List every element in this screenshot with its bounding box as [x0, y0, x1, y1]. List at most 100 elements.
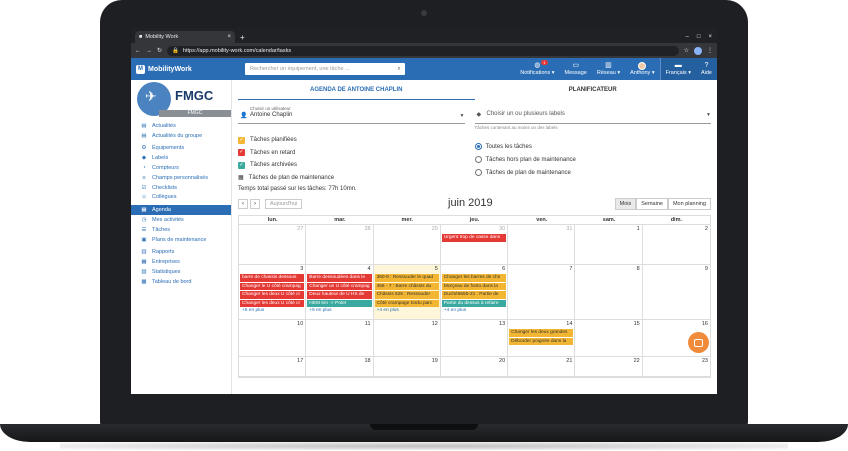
calendar-day[interactable]: 7 — [508, 265, 576, 319]
calendar-day[interactable]: 10 — [239, 320, 307, 356]
calendar-event[interactable]: 360-9 : Ressouder le quad — [374, 274, 439, 282]
task-checkbox[interactable]: ✓ Tâches archivées — [238, 159, 475, 172]
help-button[interactable]: ? Aide — [695, 58, 717, 80]
url-field[interactable]: 🔒 https://app.mobility-work.com/calendar… — [167, 45, 679, 56]
sidebar-item[interactable]: ▦ Agenda — [131, 205, 231, 216]
calendar-day[interactable]: 16 — [643, 320, 710, 356]
sidebar-item[interactable]: ▣ Plans de maintenance — [131, 235, 231, 245]
task-type-radio[interactable]: Tâches de plan de maintenance — [474, 166, 712, 179]
maximize-icon[interactable]: □ — [696, 34, 701, 40]
prev-month-button[interactable]: ‹ — [238, 199, 248, 209]
brand[interactable]: M MobilityWork — [131, 64, 232, 74]
sidebar-item[interactable]: ◆ Labels — [131, 153, 231, 163]
labels-select[interactable]: ◆ Choisir un ou plusieurs labels ▼ — [474, 108, 711, 124]
browser-tab[interactable]: ■ Mobility Work × — [135, 31, 235, 43]
calendar-event[interactable]: Partie du dessus à refaire — [441, 299, 507, 307]
calendar-event[interactable]: Châssis 625 : Ressouder — [374, 291, 439, 299]
today-button[interactable]: Aujourd'hui — [265, 199, 303, 209]
calendar-day[interactable]: 30 Urgent trop de casse dans — [441, 225, 509, 264]
calendar-event[interactable]: 456 - 7 : Barre châssis du — [374, 282, 439, 290]
calendar-event[interactable]: Duché6555-21 : Partie de — [441, 291, 507, 299]
sidebar-item[interactable]: ▤ Actualités du groupe — [131, 131, 231, 141]
chat-button[interactable] — [688, 332, 709, 353]
calendar-day[interactable]: 20 — [441, 357, 509, 376]
calendar-day[interactable]: 5 360-9 : Ressouder le quad 456 - 7 : Barr… — [373, 265, 441, 319]
more-events-link[interactable]: +4 en plus — [443, 308, 467, 313]
more-events-link[interactable]: +5 en plus — [242, 308, 265, 313]
calendar-event[interactable]: Changer les deux U côté cr — [240, 291, 305, 299]
more-events-link[interactable]: +5 en plus — [309, 308, 332, 313]
view-month-button[interactable]: Mois — [614, 198, 637, 210]
language-button[interactable]: ▬ Français ▾ — [659, 58, 696, 80]
close-window-icon[interactable]: × — [708, 34, 712, 40]
close-tab-icon[interactable]: × — [227, 34, 231, 40]
calendar-event[interactable]: Changer le U côté crampag — [240, 282, 305, 290]
calendar-event[interactable]: barre de chassis dessous — [240, 274, 305, 282]
sidebar-item[interactable]: ☑ Checklists — [131, 183, 231, 193]
search-input[interactable]: Rechercher un équipement, une tâche ... … — [245, 63, 405, 75]
calendar-day[interactable]: 1 — [575, 225, 643, 264]
sidebar-item[interactable]: ≡ Champs personnalisés — [131, 173, 231, 183]
calendar-day[interactable]: 28 — [306, 225, 374, 264]
sidebar-item[interactable]: ⚙ Équipements — [131, 144, 231, 154]
calendar-event[interactable]: Changer les deux U côté cr — [240, 299, 305, 307]
sidebar-item[interactable]: ▩ Tableau de bord — [131, 277, 231, 287]
sidebar-item[interactable]: ▤ Actualités — [131, 121, 231, 131]
calendar-day[interactable]: 19 — [374, 357, 441, 376]
network-button[interactable]: ▥ Réseau ▾ — [592, 58, 625, 80]
task-type-radio[interactable]: Tâches hors plan de maintenance — [474, 153, 712, 166]
back-icon[interactable]: ← — [135, 47, 141, 54]
calendar-day[interactable]: 11 — [306, 320, 374, 356]
calendar-day[interactable]: 2 — [643, 225, 710, 264]
profile-icon[interactable] — [694, 46, 702, 55]
sidebar-item[interactable]: ◔ Compteurs — [131, 163, 231, 173]
calendar-day[interactable]: 17 — [239, 357, 307, 376]
calendar-day[interactable]: 6 Changer les barres de chs Morçeau de fon… — [441, 265, 509, 319]
calendar-event[interactable]: Urgent trop de casse dans — [441, 234, 507, 242]
calendar-event[interactable]: Déborder poignée dans la — [509, 337, 574, 345]
calendar-event[interactable]: Deux hauteur de U HS de — [307, 291, 372, 299]
calendar-day[interactable]: 4 Barre dessoudées dans le Changer un U cô… — [306, 265, 374, 319]
forward-icon[interactable]: → — [146, 47, 152, 54]
task-checkbox[interactable]: ✓ Tâches en retard — [238, 147, 475, 160]
star-icon[interactable]: ☆ — [683, 48, 689, 54]
view-week-button[interactable]: Semaine — [636, 198, 668, 210]
calendar-day[interactable]: 15 — [575, 320, 643, 356]
sidebar-item[interactable]: ☰ Tâches — [131, 225, 231, 235]
calendar-day[interactable]: 23 — [643, 357, 710, 376]
calendar-day[interactable]: 22 — [575, 357, 643, 376]
calendar-day[interactable]: 9 — [643, 265, 710, 319]
task-checkbox[interactable]: ✓ Tâches planifiées — [238, 134, 475, 147]
new-tab-icon[interactable]: + — [240, 33, 245, 42]
calendar-day[interactable]: 3 barre de chassis dessous Changer le U cô… — [239, 265, 307, 319]
more-events-link[interactable]: +4 en plus — [376, 308, 399, 313]
tab-agenda[interactable]: AGENDA DE ANTOINE CHAPLIN — [238, 80, 475, 100]
menu-dots-icon[interactable]: ⋮ — [707, 48, 713, 54]
calendar-day[interactable]: 8 — [575, 265, 643, 319]
calendar-event[interactable]: Changer un U côté crampag — [307, 282, 372, 290]
sidebar-item[interactable]: ▦ Entreprises — [131, 257, 231, 267]
notifications-button[interactable]: ◍ 1 Notifications ▾ — [515, 58, 559, 80]
sidebar-item[interactable]: ▥ Rapports — [131, 248, 231, 258]
calendar-day[interactable]: 13 — [441, 320, 509, 356]
user-menu-button[interactable]: Anthony ▾ — [625, 58, 659, 80]
calendar-day[interactable]: 21 — [508, 357, 576, 376]
calendar-event[interactable]: Changer les deux grandes — [509, 329, 574, 337]
sidebar-item[interactable]: ▧ Statistiques — [131, 267, 231, 277]
calendar-day[interactable]: 14 Changer les deux grandes Déborder poign… — [508, 320, 576, 356]
calendar-event[interactable]: Changer les barres de chs — [441, 274, 507, 282]
sidebar-item[interactable]: ☺ Collègues — [131, 193, 231, 203]
message-button[interactable]: ▭ Message — [560, 58, 592, 80]
next-month-button[interactable]: › — [250, 199, 260, 209]
calendar-day[interactable]: 27 — [239, 225, 307, 264]
user-select[interactable]: 👤 Choisir un utilisateur Antoine Chaplin… — [238, 106, 465, 124]
search-icon[interactable]: ⌕ — [397, 65, 401, 72]
calendar-day[interactable]: 31 — [508, 225, 576, 264]
calendar-event[interactable]: Morçeau de fonto dans la — [441, 282, 507, 290]
task-type-radio[interactable]: Toutes les tâches — [474, 140, 712, 153]
calendar-event[interactable]: Barre dessoudées dans le — [307, 274, 372, 282]
view-planning-button[interactable]: Mon planning — [667, 198, 711, 210]
calendar-day[interactable]: 29 — [374, 225, 441, 264]
minimize-icon[interactable]: – — [685, 34, 689, 40]
calendar-event[interactable]: Côté crampage tordu parc — [374, 299, 439, 307]
